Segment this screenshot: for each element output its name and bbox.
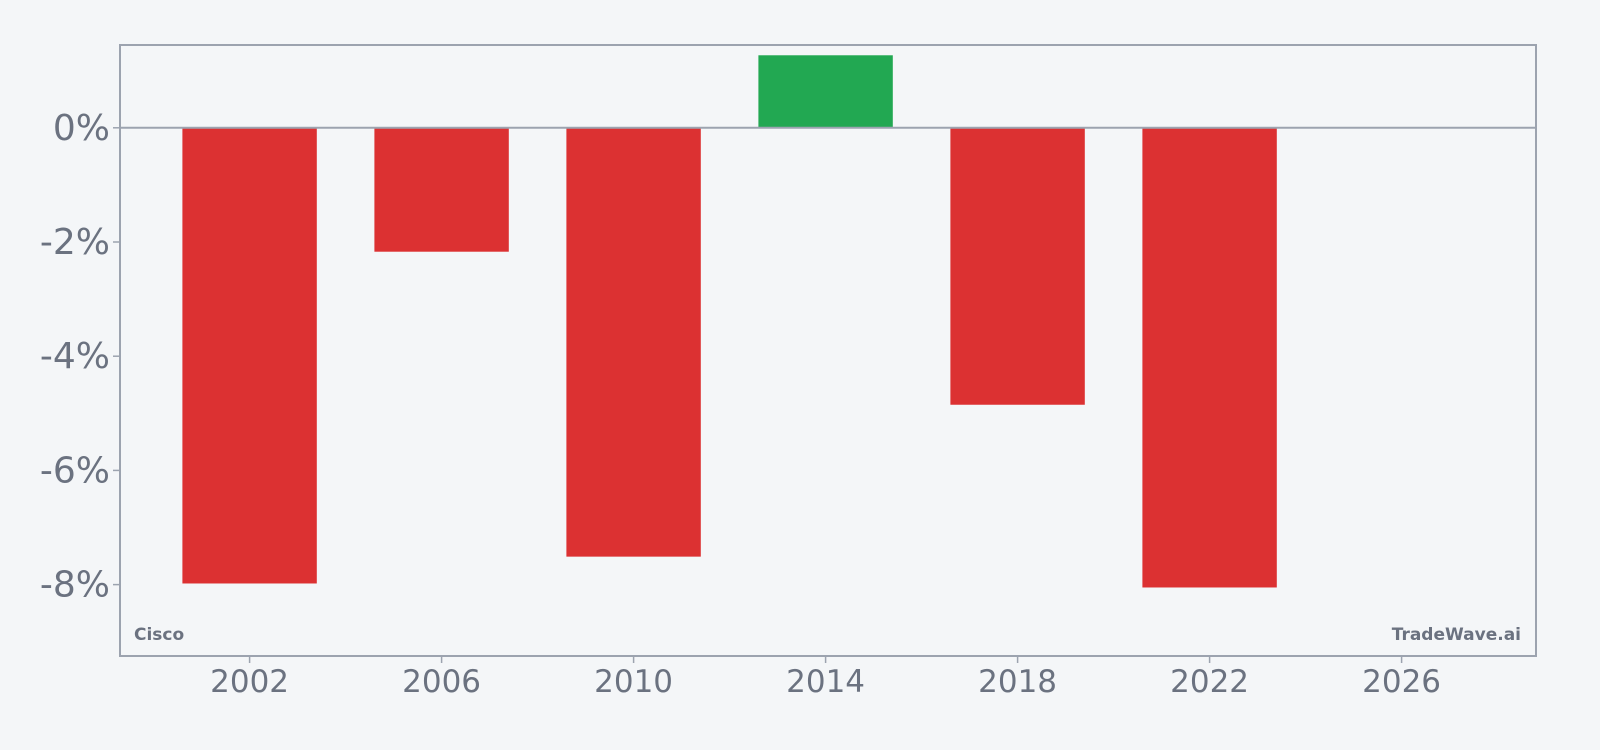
x-axis: 2002 2006 2010 2014 2018 2022 2026 — [210, 656, 1441, 700]
y-axis: 0% -2% -4% -6% -8% — [40, 108, 120, 606]
brand-label: TradeWave.ai — [1392, 625, 1521, 645]
y-tick-label: -6% — [40, 450, 110, 491]
x-tick-label: 2026 — [1362, 664, 1441, 700]
bar-2002 — [182, 127, 317, 584]
y-tick-label: -8% — [40, 565, 110, 606]
bar-2014 — [758, 55, 893, 128]
x-tick-label: 2002 — [210, 664, 289, 700]
bar-2018 — [950, 127, 1085, 405]
y-tick-label: 0% — [53, 108, 110, 149]
bar-2010 — [566, 127, 701, 557]
bars-group — [182, 55, 1277, 588]
bar-2006 — [374, 127, 509, 252]
bar-2022 — [1142, 127, 1277, 588]
plot-frame — [119, 44, 1537, 657]
x-tick-label: 2018 — [978, 664, 1057, 700]
x-tick-label: 2022 — [1170, 664, 1249, 700]
plot-area — [120, 45, 1536, 656]
x-tick-label: 2014 — [786, 664, 865, 700]
company-label: Cisco — [134, 625, 184, 645]
x-tick-label: 2006 — [402, 664, 481, 700]
x-tick-label: 2010 — [594, 664, 673, 700]
y-tick-label: -2% — [40, 222, 110, 263]
y-tick-label: -4% — [40, 336, 110, 377]
